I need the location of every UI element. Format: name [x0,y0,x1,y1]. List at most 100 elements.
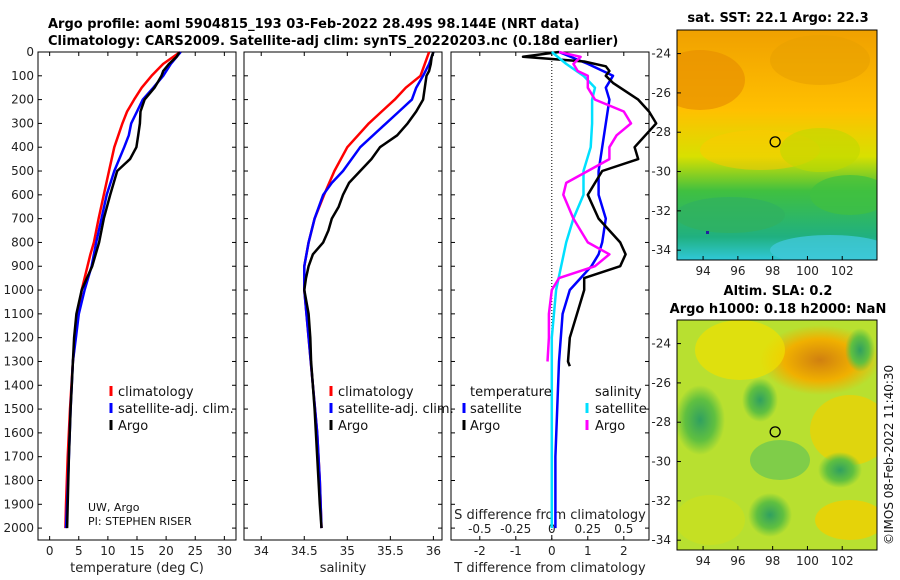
x-axis-label: temperature (deg C) [70,561,204,576]
panel-differences: -2 -1 0 1 2 T difference from climatology S di… [450,50,658,576]
x-tick-label: 30 [217,544,232,558]
sla-map-subtitle: Argo h1000: 0.18 h2000: NaN [670,302,887,317]
imos-stamp: ©IMOS 08-Feb-2022 11:40:30 [882,365,896,545]
depth-tick-label: 1200 [3,331,34,345]
depth-tick-label: 600 [11,188,34,202]
x-tick-label: 20 [158,544,173,558]
x-tick-label: 10 [100,544,115,558]
legend-header-salinity: salinity [595,385,642,400]
series-line-t-satellite [554,50,615,529]
sla-field [677,320,877,550]
x-tick-label: 25 [188,544,203,558]
s-tick-label: 0.5 [614,522,633,536]
lat-tick-label: -26 [651,376,671,390]
lat-tick-label: -34 [651,243,671,257]
depth-tick-label: 1400 [3,378,34,392]
sst-profile-marker [769,136,781,148]
lon-tick-label: 100 [796,264,819,278]
x-tick-label: -1 [510,544,522,558]
lat-tick-label: -32 [651,494,671,508]
depth-tick-label: 1100 [3,307,34,321]
attribution-line2: PI: STEPHEN RISER [88,515,192,528]
depth-tick-label: 1600 [3,426,34,440]
depth-tick-label: 1500 [3,402,34,416]
depth-tick-label: 300 [11,116,34,130]
legend-label: Argo [118,419,148,434]
sla-map: Altim. SLA: 0.2 Argo h1000: 0.18 h2000: … [651,284,887,568]
lon-tick-label: 98 [765,264,780,278]
panel-frame [243,51,443,541]
lon-tick-label: 94 [695,554,710,568]
depth-tick-label: 700 [11,212,34,226]
legend-label: Argo [338,419,368,434]
x-tick-label: 5 [75,544,83,558]
figure-title-line2: Climatology: CARS2009. Satellite-adj cli… [48,34,618,49]
lat-tick-label: -26 [651,86,671,100]
panel-salinity: 34 34.5 35 35.5 36 salinity climatology satelli… [243,51,454,576]
x-tick-label: -2 [474,544,486,558]
lon-tick-label: 96 [730,264,745,278]
lon-tick-label: 94 [695,264,710,278]
lon-tick-label: 96 [730,554,745,568]
sla-profile-marker [769,426,781,438]
lon-tick-label: 100 [796,554,819,568]
series-line-argo [303,51,435,529]
lat-tick-label: -30 [651,455,671,469]
x-tick-label: 35 [340,544,355,558]
lon-tick-label: 102 [831,554,854,568]
x-tick-label: 34 [254,544,269,558]
attribution-line1: UW, Argo [88,501,140,514]
legend-label: satellite [470,402,522,417]
depth-tick-label: 0 [26,45,34,59]
depth-tick-label: 1300 [3,354,34,368]
x-axis-label: salinity [320,561,367,576]
depth-tick-label: 2000 [3,521,34,535]
sla-map-axes: 94 96 98 100 102 -24 -26 -28 -30 -32 -34 [651,337,853,568]
lon-tick-label: 98 [765,554,780,568]
x-tick-label: 34.5 [291,544,318,558]
s-tick-label: 0.25 [574,522,601,536]
depth-tick-label: 1000 [3,283,34,297]
depth-tick-label: 100 [11,69,34,83]
lat-tick-label: -30 [651,165,671,179]
legend-label: climatology [338,385,414,400]
depth-tick-label: 1900 [3,497,34,511]
lat-tick-label: -28 [651,415,671,429]
x-tick-label: 15 [129,544,144,558]
legend-label: Argo [595,419,625,434]
lat-tick-label: -34 [651,533,671,547]
x-axis-label: T difference from climatology [453,561,646,576]
depth-tick-label: 900 [11,259,34,273]
sst-map-axes: 94 96 98 100 102 -24 -26 -28 -30 -32 -34 [651,47,853,278]
legend-label: satellite [595,402,647,417]
lat-tick-label: -24 [651,337,671,351]
depth-tick-label: 400 [11,140,34,154]
x-tick-label: 36 [426,544,441,558]
figure-title-line1: Argo profile: aoml 5904815_193 03-Feb-20… [48,17,580,32]
s-axis-label: S difference from climatology [454,508,646,523]
sst-field [677,30,877,260]
series-line-s-satellite [550,51,597,529]
x-tick-label: 0 [46,544,54,558]
x-tick-label: 2 [620,544,628,558]
depth-tick-label: 200 [11,93,34,107]
series-line-argo [65,51,181,529]
s-tick-label: -0.25 [500,522,531,536]
x-tick-label: 1 [584,544,592,558]
legend-label: satellite-adj. clim. [338,402,454,417]
x-tick-label: 35.5 [377,544,404,558]
lat-tick-label: -28 [651,125,671,139]
legend-label: climatology [118,385,194,400]
lat-tick-label: -24 [651,47,671,61]
series-line-t-argo [521,50,658,367]
s-tick-label: 0 [548,522,556,536]
legend-label: satellite-adj. clim. [118,402,234,417]
depth-tick-label: 500 [11,164,34,178]
depth-tick-label: 1700 [3,450,34,464]
lon-tick-label: 102 [831,264,854,278]
profile-panels: 0100200300400500600700800900100011001200… [3,45,658,576]
depth-tick-label: 800 [11,235,34,249]
series-line-climatology [303,51,431,529]
legend-label: Argo [470,419,500,434]
